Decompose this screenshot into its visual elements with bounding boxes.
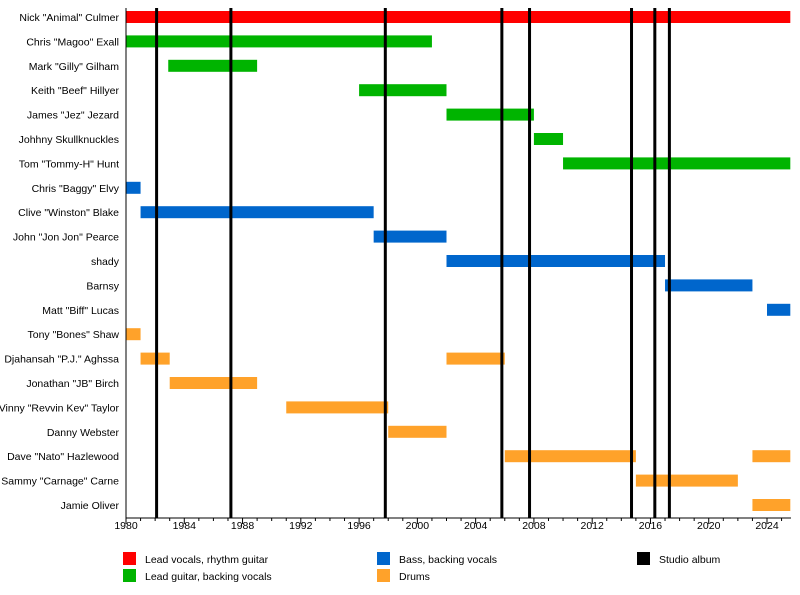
member-bar [388,425,447,438]
member-label: Dave "Nato" Hazlewood [7,451,119,463]
album-line [653,8,657,518]
member-bar [563,157,791,170]
x-tick-label: 2004 [464,520,488,532]
x-tick-label: 1980 [114,520,138,532]
x-tick-label: 2024 [755,520,779,532]
member-labels: Nick "Animal" Culmer Chris "Magoo" Exall M… [0,12,120,512]
member-bar [446,108,534,121]
album-line [155,8,159,518]
member-bar [126,35,432,48]
legend-swatch [377,569,390,582]
member-label: Chris "Baggy" Elvy [32,183,120,195]
member-label: James "Jez" Jezard [27,110,119,122]
x-tick-label: 1988 [231,520,255,532]
member-label: shady [91,256,120,268]
member-label: Johhny Skullknuckles [19,134,119,146]
album-line [383,8,387,518]
member-label: Mark "Gilly" Gilham [29,61,120,73]
member-bar [286,401,389,414]
legend: Lead vocals, rhythm guitar Lead guitar, b… [123,552,721,583]
x-tick-label: 2012 [581,520,605,532]
member-label: Chris "Magoo" Exall [26,36,119,48]
member-label: Djahansah "P.J." Aghssa [4,354,119,366]
member-bar [446,352,505,365]
legend-label: Bass, backing vocals [399,554,497,566]
legend-swatch [637,552,650,565]
member-label: Nick "Animal" Culmer [19,12,119,24]
member-label: Sammy "Carnage" Carne [1,476,119,488]
member-bar [665,279,753,292]
member-bar [635,474,738,487]
member-label: Vinny "Revvin Kev" Taylor [0,402,119,414]
member-label: Tony "Bones" Shaw [27,329,119,341]
album-line [667,8,671,518]
legend-swatch [123,569,136,582]
member-bar [168,59,258,72]
x-axis: 1980 1984 1988 1992 1996 2000 2004 2008 2012 2016… [114,8,791,532]
member-bar [373,230,447,243]
x-tick-label: 2020 [697,520,721,532]
album-lines [155,8,671,518]
album-line [229,8,233,518]
legend-swatch [123,552,136,565]
member-bar [126,11,791,23]
member-bar [169,377,258,389]
x-tick-label: 2000 [406,520,430,532]
album-line [528,8,532,518]
member-bar [752,450,791,463]
legend-label: Drums [399,571,430,583]
member-bar [126,181,141,194]
x-tick-label: 2008 [522,520,546,532]
member-bars [126,11,791,511]
x-tick-label: 2016 [639,520,663,532]
member-bar [126,328,141,341]
legend-label: Studio album [659,554,721,566]
member-bar [140,206,374,219]
legend-label: Lead guitar, backing vocals [145,571,272,583]
member-bar [533,133,564,145]
album-line [500,8,504,518]
member-label: Barnsy [86,280,119,292]
x-tick-label: 1992 [289,520,313,532]
member-bar [359,84,447,97]
member-label: Keith "Beef" Hillyer [31,85,119,97]
member-label: Jamie Oliver [61,500,120,512]
member-label: Matt "Biff" Lucas [42,305,119,317]
member-label: Clive "Winston" Blake [18,207,119,219]
member-label: Jonathan "JB" Birch [26,378,119,390]
x-tick-label: 1984 [173,520,197,532]
member-label: John "Jon Jon" Pearce [13,232,119,244]
member-bar [504,450,636,463]
legend-label: Lead vocals, rhythm guitar [145,554,269,566]
album-line [630,8,634,518]
member-bar [752,499,791,511]
x-tick-label: 1996 [347,520,371,532]
member-bar [767,303,791,316]
legend-swatch [377,552,390,565]
member-label: Danny Webster [47,427,120,439]
member-label: Tom "Tommy-H" Hunt [19,158,119,170]
